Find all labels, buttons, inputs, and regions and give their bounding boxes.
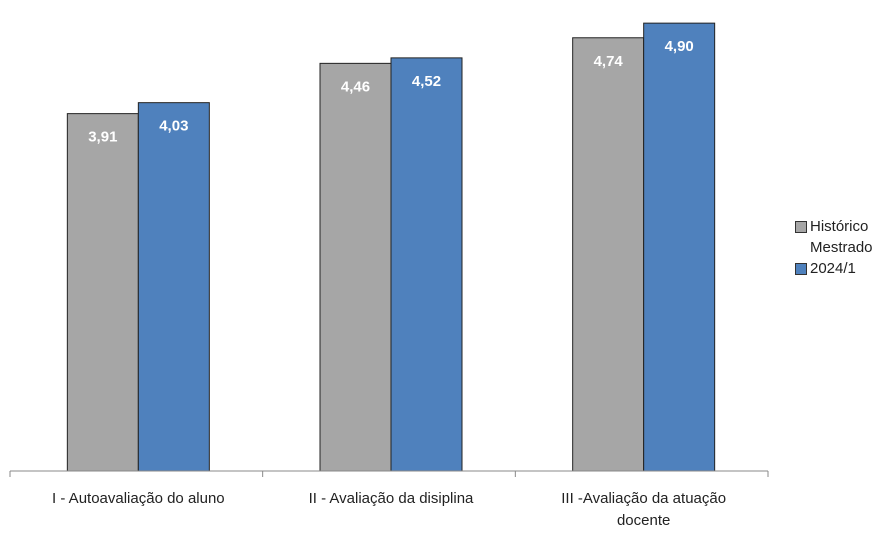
bar-2-series-0 [572, 37, 645, 472]
x-tick-label-2-line-1: docente [617, 512, 670, 529]
legend-swatch-2024-1 [795, 263, 807, 275]
data-label-2-series-0: 4,74 [594, 53, 624, 70]
legend-label-2024-1: 2024/1 [810, 260, 856, 277]
x-tick-label-1: II - Avaliação da disiplina [309, 490, 474, 507]
bar-2-series-1 [643, 22, 716, 472]
legend-swatch-historico-mestrado [795, 221, 807, 233]
bar-0-series-1 [137, 102, 210, 472]
data-label-1-series-0: 4,46 [341, 78, 370, 95]
data-label-2-series-1: 4,90 [665, 38, 694, 55]
legend: Histórico Mestrado 2024/1 [795, 216, 882, 279]
bar-1-series-0 [319, 62, 392, 472]
data-label-0-series-0: 3,91 [88, 129, 117, 146]
data-label-1-series-1: 4,52 [412, 73, 441, 90]
bar-0-series-0 [66, 113, 139, 472]
legend-item-2024-1: 2024/1 [795, 258, 882, 279]
x-tick-label-0: I - Autoavaliação do aluno [52, 490, 225, 507]
bar-1-series-1 [390, 57, 463, 472]
x-tick-label-2: III -Avaliação da atuação [561, 490, 726, 507]
legend-label-historico-mestrado: Histórico Mestrado [810, 218, 873, 256]
legend-item-historico-mestrado: Histórico Mestrado [795, 216, 882, 258]
data-label-0-series-1: 4,03 [159, 118, 188, 135]
